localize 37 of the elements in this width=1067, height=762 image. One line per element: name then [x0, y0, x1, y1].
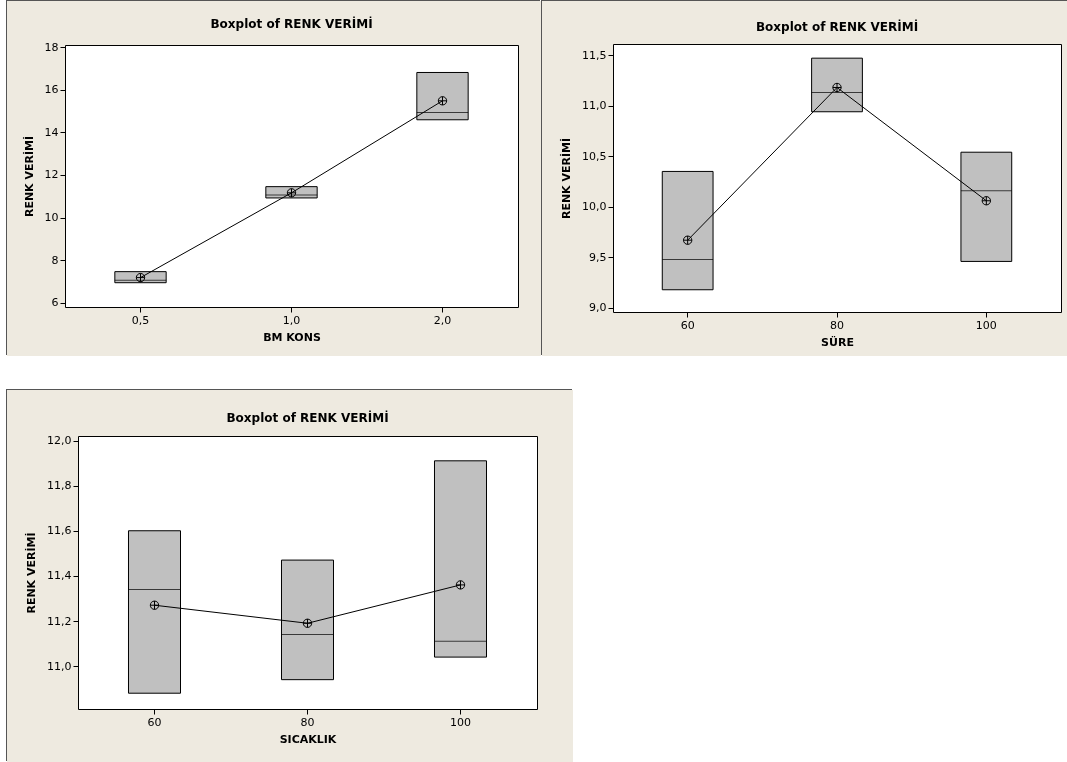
y-tick-label: 14: [44, 125, 59, 139]
y-tick-label: 11,2: [47, 614, 72, 628]
y-tick-label: 10: [44, 211, 59, 225]
x-axis-title: SICAKLIK: [279, 732, 337, 746]
y-tick-label: 18: [44, 40, 59, 54]
y-tick-label: 11,5: [582, 48, 607, 62]
x-tick-label: 100: [450, 715, 471, 729]
y-tick-label: 12,0: [47, 434, 72, 448]
x-tick-label: 80: [830, 318, 844, 332]
y-tick-label: 9,0: [589, 301, 607, 315]
x-tick-label: 80: [300, 715, 315, 729]
y-tick-label: 11,8: [47, 479, 72, 493]
y-tick-label: 16: [44, 83, 59, 97]
y-tick-label: 11,0: [582, 99, 607, 113]
chart-title: Boxplot of RENK VERİMİ: [210, 16, 373, 32]
y-tick-label: 6: [51, 296, 59, 310]
x-tick-label: 60: [680, 318, 695, 332]
y-tick-label: 12: [44, 168, 59, 182]
y-tick-label: 8: [51, 253, 59, 267]
y-axis-title: RENK VERİMİ: [21, 135, 36, 218]
y-axis-title: RENK VERİMİ: [24, 532, 39, 614]
y-tick-label: 11,4: [47, 569, 72, 583]
chart-title: Boxplot of RENK VERİMİ: [226, 409, 389, 425]
x-tick-label: 1,0: [282, 313, 301, 327]
y-tick-label: 11,6: [47, 524, 72, 538]
x-tick-label: 100: [975, 318, 997, 332]
y-tick-label: 10,0: [582, 200, 607, 214]
x-axis-title: BM KONS: [263, 330, 321, 344]
y-tick-label: 11,0: [47, 659, 72, 673]
y-tick-label: 9,5: [589, 250, 607, 264]
y-tick-label: 10,5: [582, 149, 607, 163]
x-tick-label: 0,5: [131, 313, 150, 327]
x-tick-label: 60: [147, 715, 162, 729]
chart-title: Boxplot of RENK VERİMİ: [755, 19, 919, 34]
y-axis-title: RENK VERİMİ: [559, 137, 574, 220]
x-axis-title: SÜRE: [821, 334, 854, 349]
x-tick-label: 2,0: [433, 313, 452, 327]
